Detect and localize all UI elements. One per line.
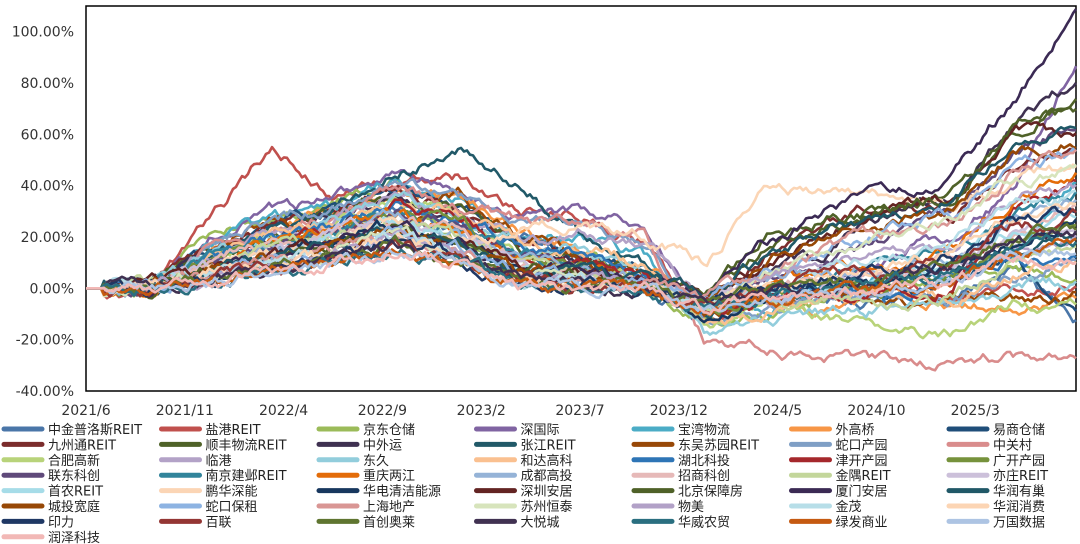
series-line (86, 200, 1077, 315)
x-tick-label: 2022/4 (259, 403, 308, 419)
legend-label: 重庆两江 (363, 468, 415, 484)
legend-label: 北京保障房 (678, 484, 743, 500)
legend-label: 绿发商业 (836, 514, 888, 530)
legend-label: 外高桥 (836, 422, 875, 438)
x-tick-label: 2023/12 (650, 403, 708, 419)
series-lines (86, 8, 1078, 372)
y-tick-label: 20.00% (21, 230, 74, 246)
plot-area (85, 5, 1077, 392)
y-tick-label: 60.00% (21, 127, 74, 143)
series-line (86, 163, 1077, 296)
legend-label: 中关村 (993, 438, 1032, 453)
legend-label: 城投宽庭 (48, 499, 100, 515)
legend-label: 百联 (206, 515, 232, 530)
y-tick-label: 0.00% (30, 281, 74, 297)
legend-label: 蛇口保租 (206, 500, 258, 515)
legend-label: 华润有巢 (993, 485, 1045, 500)
legend-label: 津开产园 (836, 454, 888, 469)
legend-label: 东久 (363, 454, 389, 469)
legend-label: 润泽科技 (48, 531, 100, 544)
legend-label: 苏州恒泰 (521, 499, 573, 515)
legend-label: 华威农贸 (678, 515, 730, 530)
legend: 中金普洛斯REIT 盐港REIT 京东仓储 深国际 宝湾物流 外高桥 易商仓储九州通REIT… (1, 422, 1048, 544)
x-tick-label: 2025/3 (951, 403, 1000, 419)
legend-label: 联东科创 (48, 469, 100, 484)
legend-label: 南京建邺REIT (206, 468, 287, 484)
legend-label: 盐港REIT (206, 423, 261, 438)
y-tick-label: -20.00% (16, 333, 74, 349)
legend-label: 万国数据 (993, 515, 1045, 530)
legend-label: 张江REIT (521, 438, 576, 453)
legend-label: 九州通REIT (48, 438, 116, 453)
x-tick-label: 2024/10 (847, 403, 905, 419)
legend-label: 易商仓储 (993, 423, 1045, 438)
legend-label: 印力 (48, 515, 74, 530)
legend-label: 广开产园 (993, 454, 1045, 469)
x-tick-label: 2022/9 (358, 403, 407, 419)
x-axis: 2021/6 2021/11 2022/4 2022/9 2023/2 2023/7 202… (61, 403, 999, 419)
legend-label: 华电清洁能源 (363, 485, 441, 500)
legend-label: 合肥高新 (48, 453, 100, 469)
y-tick-label: 80.00% (21, 76, 74, 92)
legend-label: 鹏华深能 (206, 485, 258, 500)
legend-label: 顺丰物流REIT (206, 438, 287, 453)
legend-label: 深国际 (521, 423, 560, 438)
y-tick-label: 100.00% (12, 25, 74, 41)
legend-label: 上海地产 (363, 500, 415, 515)
legend-label: 深圳安居 (521, 485, 573, 500)
series-line (86, 65, 1078, 306)
legend-label: 蛇口产园 (836, 438, 888, 453)
x-tick-label: 2023/2 (457, 403, 506, 419)
y-tick-label: -40.00% (16, 384, 74, 400)
plot-border (85, 5, 1077, 392)
y-tick-label: 40.00% (21, 179, 74, 195)
legend-label: 华润消费 (993, 500, 1045, 515)
legend-label: 临港 (206, 454, 232, 469)
legend-label: 金茂 (836, 499, 862, 515)
series-line (86, 250, 1077, 316)
legend-label: 亦庄REIT (993, 468, 1048, 484)
legend-label: 首创奥莱 (363, 515, 415, 530)
legend-label: 招商科创 (678, 469, 730, 484)
legend-label: 成都高投 (521, 468, 573, 484)
legend-label: 厦门安居 (836, 485, 888, 500)
legend-label: 京东仓储 (363, 423, 415, 438)
y-axis: -40.00% -20.00% 0.00% 20.00% 40.00% 60.00% 80.… (12, 25, 74, 400)
legend-label: 东吴苏园REIT (678, 437, 759, 453)
legend-label: 金隅REIT (836, 468, 891, 484)
legend-label: 大悦城 (521, 515, 560, 530)
legend-label: 首农REIT (48, 485, 103, 500)
x-tick-label: 2021/11 (156, 403, 214, 419)
x-tick-label: 2021/6 (61, 403, 110, 419)
legend-label: 中外运 (363, 438, 402, 453)
legend-label: 中金普洛斯REIT (48, 422, 142, 438)
legend-label: 物美 (678, 500, 704, 515)
legend-label: 和达高科 (521, 453, 573, 469)
legend-label: 宝湾物流 (678, 422, 730, 438)
x-tick-label: 2024/5 (753, 403, 802, 419)
legend-label: 湖北科投 (678, 453, 730, 469)
x-tick-label: 2023/7 (555, 403, 604, 419)
